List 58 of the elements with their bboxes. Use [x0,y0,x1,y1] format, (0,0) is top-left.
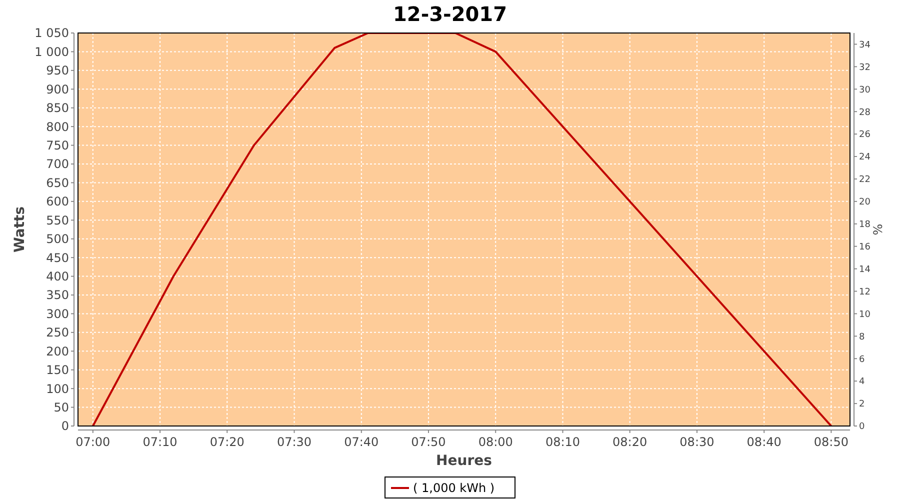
y-tick-label: 200 [46,344,69,358]
x-tick-label: 07:50 [411,435,446,449]
y-tick-label: 350 [46,288,69,302]
x-tick-label: 08:40 [746,435,782,449]
y-tick-label: 250 [46,326,69,340]
y-tick-label: 550 [46,213,69,228]
y-tick-label: 700 [46,157,69,172]
y2-tick-label: 26 [859,130,871,140]
y2-tick-label: 14 [859,264,871,275]
x-tick-label: 07:30 [276,435,312,449]
y2-tick-label: 30 [859,85,871,96]
y2-tick-label: 20 [859,198,871,208]
y2-axis-title: % [871,224,885,236]
y-tick-label: 500 [46,232,69,246]
y2-tick-label: 12 [859,287,870,298]
x-tick-label: 07:10 [142,435,178,449]
y2-tick-label: 28 [859,108,871,118]
y-tick-label: 450 [46,250,69,265]
y-tick-label: 1 000 [34,44,69,59]
y2-tick-label: 10 [859,310,871,320]
y2-tick-label: 4 [859,377,865,388]
y-tick-label: 400 [46,269,69,284]
y-tick-label: 950 [46,64,69,78]
y-tick-label: 650 [46,176,69,190]
chart-title: 12-3-2017 [392,2,508,26]
y2-tick-label: 16 [859,242,871,252]
x-tick-label: 07:40 [344,435,379,449]
y-tick-label: 50 [54,400,69,414]
y-tick-label: 600 [46,194,69,209]
y-tick-label: 1 050 [34,26,69,40]
y-tick-label: 100 [46,382,69,396]
y-tick-label: 0 [61,419,69,434]
y-tick-label: 300 [46,306,69,321]
y2-tick-label: 6 [859,354,865,365]
line-series [92,33,832,426]
y2-tick-label: 0 [859,422,865,432]
x-tick-label: 08:20 [612,435,648,449]
x-tick-label: 08:50 [814,435,848,449]
y2-tick-label: 22 [859,175,870,186]
y2-tick-label: 34 [859,40,871,50]
y2-tick-label: 18 [859,220,871,230]
x-tick-label: 08:00 [478,435,513,449]
y-tick-label: 750 [46,138,69,152]
y-tick-label: 900 [46,82,69,96]
y-tick-label: 150 [46,363,69,378]
x-tick-label: 07:00 [76,435,110,449]
x-tick-label: 08:30 [680,435,714,449]
x-tick-label: 08:10 [545,435,580,449]
y2-tick-label: 32 [859,62,870,73]
y2-tick-label: 2 [859,400,865,410]
y2-tick-label: 8 [859,332,865,342]
y2-tick-label: 24 [859,152,871,163]
y-tick-label: 850 [46,101,69,116]
y-axis-title: Watts [12,206,28,253]
legend-label: ( 1,000 kWh ) [413,481,495,496]
x-axis-title: Heures [436,453,492,469]
x-tick-label: 07:20 [210,435,244,449]
y-tick-label: 800 [46,120,69,134]
